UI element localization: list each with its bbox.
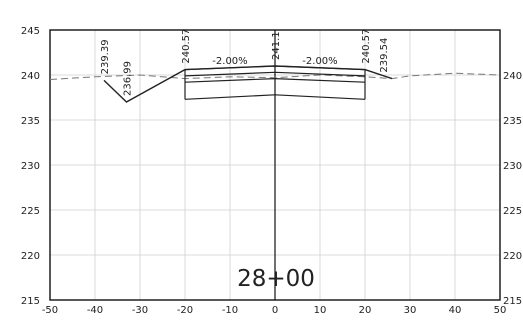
pavement-layer-line bbox=[184, 71, 366, 77]
x-tick-label: -30 bbox=[132, 305, 148, 316]
y-tick-label-left: 235 bbox=[21, 116, 40, 127]
elevation-label: 241.1 bbox=[271, 31, 282, 60]
y-tick-label-right: 225 bbox=[503, 206, 522, 217]
data-layer bbox=[49, 30, 501, 300]
elevation-label: 240.57 bbox=[361, 29, 372, 64]
elevation-label: 239.54 bbox=[379, 38, 390, 73]
y-tick-label-left: 225 bbox=[21, 206, 40, 217]
elevation-label: 236.99 bbox=[123, 61, 134, 96]
elevation-label: 240.57 bbox=[181, 29, 192, 64]
x-tick-label: -40 bbox=[87, 305, 103, 316]
y-tick-label-right: 230 bbox=[503, 161, 522, 172]
slope-label: -2.00% bbox=[302, 56, 337, 67]
pavement-layer-line bbox=[184, 94, 366, 100]
label-layer: -50 -40 -30 -20 -10 0 10 20 30 40 5021522022523023… bbox=[21, 26, 522, 316]
y-tick-label-left: 245 bbox=[21, 26, 40, 37]
y-tick-label-left: 230 bbox=[21, 161, 40, 172]
x-tick-label: -20 bbox=[177, 305, 193, 316]
x-tick-label: -50 bbox=[42, 305, 58, 316]
x-tick-label: 10 bbox=[314, 305, 327, 316]
y-tick-label-left: 240 bbox=[21, 71, 40, 82]
station-label: 28+00 bbox=[237, 266, 315, 292]
elevation-label: 239.39 bbox=[100, 39, 111, 74]
x-tick-label: 30 bbox=[404, 305, 417, 316]
y-tick-label-right: 240 bbox=[503, 71, 522, 82]
y-tick-label-right: 235 bbox=[503, 116, 522, 127]
y-tick-label-left: 215 bbox=[21, 296, 40, 307]
y-tick-label-left: 220 bbox=[21, 251, 40, 262]
pavement-layer-line bbox=[184, 65, 366, 71]
pavement-layer-line bbox=[184, 77, 366, 83]
existing-ground-line bbox=[49, 72, 501, 80]
x-tick-label: 0 bbox=[272, 305, 278, 316]
y-tick-label-right: 220 bbox=[503, 251, 522, 262]
slope-label: -2.00% bbox=[212, 56, 247, 67]
x-tick-label: 20 bbox=[359, 305, 372, 316]
x-tick-label: -10 bbox=[222, 305, 238, 316]
x-tick-label: 50 bbox=[494, 305, 507, 316]
x-tick-label: 40 bbox=[449, 305, 462, 316]
y-tick-label-right: 215 bbox=[503, 296, 522, 307]
